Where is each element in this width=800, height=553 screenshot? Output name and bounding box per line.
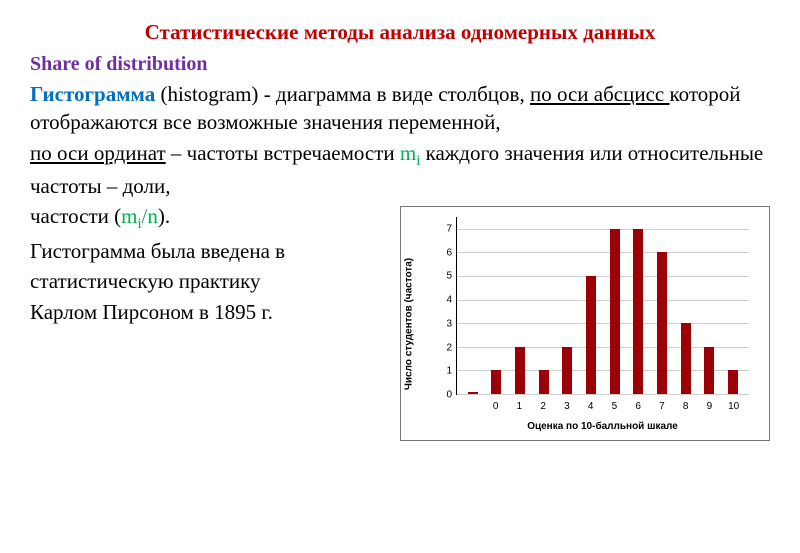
def-rest5-pre: частости (: [30, 204, 121, 228]
term-histogram: Гистограмма: [30, 82, 155, 106]
def-underlined1: по оси абсцисс: [530, 82, 670, 106]
y-tick-label: 5: [446, 271, 452, 282]
mi-m: m: [400, 141, 416, 165]
y-tick-label: 7: [446, 223, 452, 234]
y-axis-labels: 01234567: [439, 217, 454, 395]
x-axis-labels: 0 1 2 3 4 5 6 7 8 9 10: [456, 401, 749, 412]
subtitle-text: Share of distribution: [30, 53, 207, 75]
histogram-chart: Число студентов (частота) 0 1 2 3 4 5 6 7 0 1 2 3 4…: [400, 206, 770, 441]
def-underlined2: по оси ординат: [30, 141, 166, 165]
bottom-row: частости (mi/n). Гистограмма была введен…: [30, 202, 770, 441]
history-line-2: статистическую практику: [30, 267, 390, 295]
grid-line: [457, 394, 749, 395]
page-title: Статистические методы анализа одномерных…: [30, 20, 770, 45]
x-tick-label: 1: [514, 401, 524, 412]
def-fraction: mi/n: [121, 204, 158, 228]
def-rest5-post: ).: [158, 204, 170, 228]
x-tick-label: 2: [538, 401, 548, 412]
y-tick-label: 1: [446, 366, 452, 377]
y-tick-label: 0: [446, 390, 452, 401]
histogram-bar: [586, 276, 596, 394]
x-tick-label: 8: [681, 401, 691, 412]
y-tick-label: 6: [446, 247, 452, 258]
definition-para-3: частости (mi/n).: [30, 202, 390, 235]
subtitle: Share of distribution: [30, 53, 770, 76]
definition-para-1: Гистограмма (histogram) - диаграмма в ви…: [30, 80, 770, 137]
x-tick-label: [467, 401, 477, 412]
title-text: Статистические методы анализа одномерных…: [145, 20, 656, 44]
histogram-bar: [657, 252, 667, 394]
def-mi: mi: [400, 141, 420, 165]
frac-m: m: [121, 204, 137, 228]
definition-para-2: по оси ординат – частоты встречаемости m…: [30, 139, 770, 200]
frac-rest: /n: [142, 204, 158, 228]
y-tick-label: 4: [446, 295, 452, 306]
x-tick-label: 10: [728, 401, 738, 412]
histogram-bar: [681, 323, 691, 394]
histogram-bar: [610, 229, 620, 394]
x-tick-label: 6: [633, 401, 643, 412]
term-paren: (histogram): [160, 82, 258, 106]
def-rest1: - диаграмма в виде столбцов,: [258, 82, 530, 106]
histogram-bar: [515, 347, 525, 394]
left-column: частости (mi/n). Гистограмма была введен…: [30, 202, 390, 328]
histogram-bar: [539, 370, 549, 394]
histogram-bar: [491, 370, 501, 394]
histogram-bar: [728, 370, 738, 394]
histogram-bar: [633, 229, 643, 394]
def-rest3: – частоты встречаемости: [166, 141, 400, 165]
x-tick-label: 4: [586, 401, 596, 412]
x-tick-label: 9: [704, 401, 714, 412]
y-tick-label: 3: [446, 318, 452, 329]
history-line-1: Гистограмма была введена в: [30, 237, 390, 265]
bars-container: [457, 217, 749, 394]
y-axis-title: Число студентов (частота): [404, 257, 415, 389]
histogram-bar: [562, 347, 572, 394]
x-tick-label: 3: [562, 401, 572, 412]
histogram-bar: [468, 392, 478, 394]
plot-area: [456, 217, 749, 395]
x-tick-label: 5: [609, 401, 619, 412]
x-tick-label: 0: [491, 401, 501, 412]
histogram-bar: [704, 347, 714, 394]
x-axis-title: Оценка по 10-балльной шкале: [456, 421, 749, 432]
x-tick-label: 7: [657, 401, 667, 412]
history-line-3: Карлом Пирсоном в 1895 г.: [30, 298, 390, 326]
y-tick-label: 2: [446, 342, 452, 353]
